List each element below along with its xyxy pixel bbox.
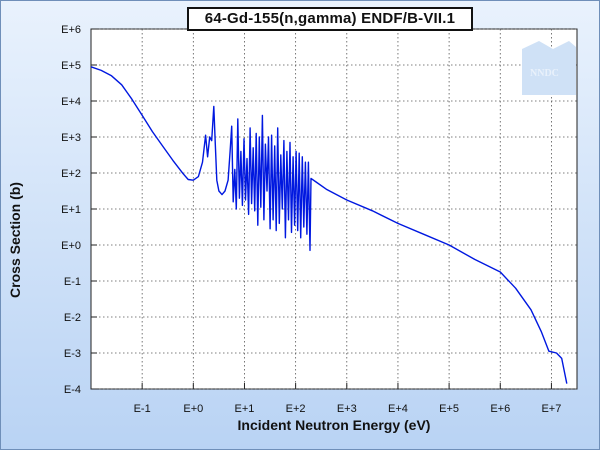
watermark-text: NNDC (530, 68, 559, 79)
y-tick-label: E+5 (61, 60, 81, 72)
x-tick-label: E+3 (337, 403, 357, 415)
chart-title: 64-Gd-155(n,gamma) ENDF/B-VII.1 (187, 7, 473, 31)
series-layer (90, 66, 568, 384)
y-tick-label: E-4 (64, 384, 81, 396)
x-tick-label: E+2 (286, 403, 306, 415)
x-tick-label: E+7 (541, 403, 561, 415)
y-axis-label-text: Cross Section (b) (7, 182, 23, 298)
x-axis-label: Incident Neutron Energy (eV) (237, 417, 431, 433)
x-tick-label: E+4 (388, 403, 408, 415)
x-tick-label: E-1 (134, 403, 151, 415)
y-tick-label: E+0 (61, 240, 81, 252)
y-tick-label: E+6 (61, 24, 81, 36)
y-tick-label: E+4 (61, 96, 81, 108)
series-line-gd155-ngamma (90, 66, 568, 384)
y-tick-label: E-3 (64, 348, 81, 360)
x-tick-label: E+0 (183, 403, 203, 415)
y-tick-label: E+2 (61, 168, 81, 180)
x-tick-label: E+1 (235, 403, 255, 415)
y-tick-label: E+1 (61, 204, 81, 216)
y-tick-label: E-2 (64, 312, 81, 324)
nndc-watermark: NNDC (522, 41, 576, 95)
x-tick-label: E+6 (490, 403, 510, 415)
x-tick-label: E+5 (439, 403, 459, 415)
axes: E-1 E+0 E+1 E+2 E+3 E+4 E+5 E+6 E+7 E+6 E+5 E+4 E+3 E… (61, 24, 561, 415)
y-tick-label: E-1 (64, 276, 81, 288)
y-tick-label: E+3 (61, 132, 81, 144)
